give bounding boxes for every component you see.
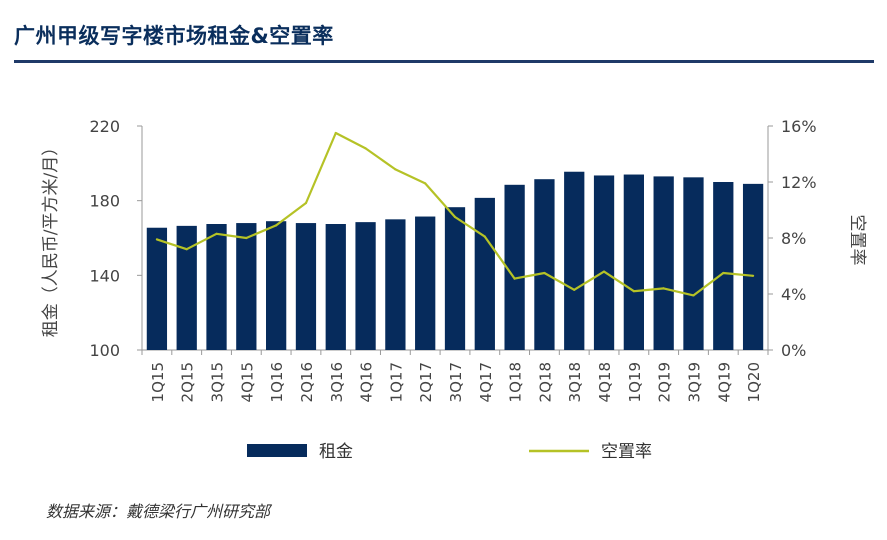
source-note: 数据来源：戴德梁行广州研究部 [46,502,271,521]
bar-series [146,171,764,350]
bar-2Q19 [653,176,674,350]
bar-3Q16 [325,224,346,350]
vacancy-point-3Q19 [692,294,695,297]
vacancy-point-3Q16 [334,131,337,135]
right-axis-tick-label: 12% [781,173,817,192]
chart-title: 广州甲级写字楼市场租金&空置率 [14,24,334,48]
right-axis-tick-label: 16% [781,117,817,136]
bar-1Q18 [504,184,525,350]
x-tick-label-4Q17: 4Q17 [477,362,495,402]
x-tick-label-4Q15: 4Q15 [238,362,256,402]
vacancy-point-4Q16 [364,147,367,150]
line-series [155,131,755,297]
bar-3Q18 [564,171,585,350]
left-axis-tick-label: 140 [89,266,120,285]
x-tick-label-4Q16: 4Q16 [358,362,376,402]
bar-4Q18 [593,175,615,350]
legend-bar-label: 租金 [319,442,353,462]
vacancy-point-3Q15 [215,232,218,235]
left-axis-tick-label: 100 [89,341,120,360]
bar-1Q20 [742,183,764,350]
bar-1Q15 [146,227,168,350]
legend-line-label: 空置率 [601,442,652,462]
x-tick-label-1Q19: 1Q19 [626,362,644,402]
vacancy-point-4Q19 [722,271,725,275]
vacancy-point-4Q15 [245,236,248,240]
x-tick-label-2Q15: 2Q15 [179,362,197,402]
vacancy-point-1Q20 [751,274,755,277]
bar-2Q18 [534,179,555,350]
bar-1Q17 [385,219,406,350]
x-tick-label-2Q16: 2Q16 [298,362,316,402]
bar-4Q17 [474,197,495,350]
x-tick-label-2Q18: 2Q18 [536,362,554,402]
right-axis-tick-label: 4% [781,285,806,304]
left-axis-tick-label: 180 [89,192,120,211]
vacancy-point-1Q18 [513,277,516,280]
bar-4Q15 [236,223,257,350]
x-tick-label-1Q16: 1Q16 [268,362,286,402]
vacancy-point-3Q17 [453,215,457,219]
vacancy-point-1Q17 [394,168,397,171]
x-tick-label-1Q18: 1Q18 [507,362,525,402]
left-axis-tick-label: 220 [89,117,120,136]
x-tick-label-2Q17: 2Q17 [417,362,435,402]
x-tick-label-3Q19: 3Q19 [685,362,703,402]
vacancy-point-4Q18 [602,270,606,273]
right-axis-tick-label: 0% [781,341,806,360]
vacancy-point-1Q15 [155,238,159,241]
bar-2Q17 [415,216,436,350]
x-tick-label-4Q19: 4Q19 [715,362,733,402]
right-axis-tick-label: 8% [781,229,806,248]
legend: 租金 空置率 [247,442,652,462]
bar-4Q19 [713,182,734,350]
x-tick-label-1Q15: 1Q15 [149,362,167,402]
title-divider [14,60,874,63]
x-tick-label-3Q16: 3Q16 [328,362,346,402]
vacancy-point-2Q16 [304,201,308,205]
bar-3Q15 [206,224,227,350]
vacancy-point-4Q17 [483,235,486,238]
vacancy-point-2Q18 [543,271,546,275]
x-tick-label-4Q18: 4Q18 [596,362,614,402]
x-tick-label-1Q17: 1Q17 [387,362,405,402]
vacancy-point-2Q19 [662,287,665,290]
vacancy-point-2Q17 [424,182,427,185]
x-tick-label-2Q19: 2Q19 [656,362,674,402]
vacancy-point-2Q15 [185,248,188,251]
vacancy-point-3Q18 [573,288,576,291]
axis-labels: 100 140 180 220 0% 4% 8% 12% 16% 1Q15 2Q15 3Q15 4Q15… [41,117,867,402]
right-axis-title: 空置率 [847,215,867,266]
vacancy-point-1Q16 [275,224,278,227]
x-tick-label-3Q17: 3Q17 [447,362,465,402]
vacancy-point-1Q19 [632,290,635,293]
bar-2Q15 [176,225,197,350]
bar-2Q16 [295,223,317,350]
bar-3Q19 [683,177,704,350]
bar-3Q17 [444,207,466,350]
left-axis-title: 租金（人民币/平方米/月） [41,139,61,337]
bar-1Q16 [266,221,287,350]
x-tick-label-3Q18: 3Q18 [566,362,584,402]
x-tick-label-1Q20: 1Q20 [745,362,763,402]
legend-bar-swatch [247,444,307,457]
x-tick-label-3Q15: 3Q15 [209,362,227,402]
bar-1Q19 [623,174,644,350]
bar-4Q16 [355,222,376,350]
